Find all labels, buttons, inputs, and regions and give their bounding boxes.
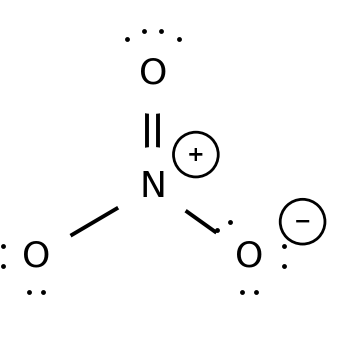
Text: O: O bbox=[139, 57, 167, 91]
Circle shape bbox=[113, 148, 193, 227]
Text: O: O bbox=[22, 239, 50, 273]
Text: +: + bbox=[187, 145, 205, 164]
Circle shape bbox=[0, 217, 75, 296]
Circle shape bbox=[280, 199, 325, 244]
Circle shape bbox=[210, 217, 289, 296]
Text: N: N bbox=[139, 170, 166, 204]
Circle shape bbox=[113, 34, 193, 113]
Text: O: O bbox=[235, 239, 263, 273]
Text: −: − bbox=[294, 212, 311, 232]
Circle shape bbox=[174, 132, 218, 177]
